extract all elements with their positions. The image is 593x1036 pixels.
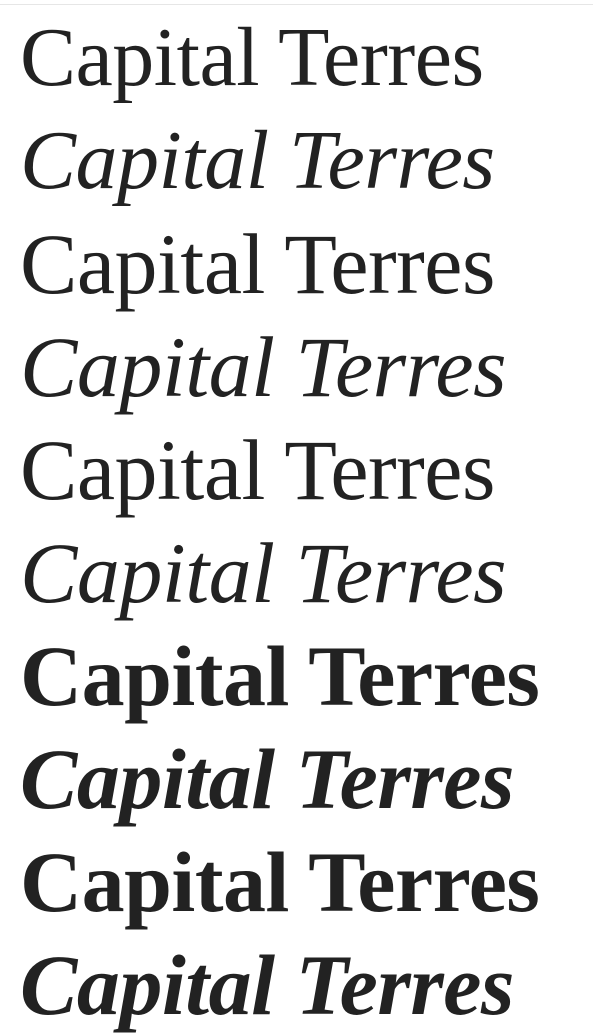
specimen-line-regular: Capital Terres bbox=[20, 215, 495, 312]
specimen-line-italic: Capital Terres bbox=[20, 318, 507, 415]
specimen-line-semibold-italic: Capital Terres bbox=[20, 730, 514, 827]
specimen-line-medium: Capital Terres bbox=[20, 421, 495, 518]
specimen-line-semibold: Capital Terres bbox=[20, 627, 540, 724]
specimen-line-light-italic: Capital Terres bbox=[20, 113, 495, 207]
specimen-line-medium-italic: Capital Terres bbox=[20, 524, 507, 621]
specimen-line-bold: Capital Terres bbox=[20, 833, 540, 930]
top-divider bbox=[0, 0, 593, 5]
specimen-line-light: Capital Terres bbox=[20, 10, 484, 104]
specimen-line-bold-italic: Capital Terres bbox=[20, 936, 514, 1033]
font-specimen: Capital Terres Capital Terres Capital Te… bbox=[20, 6, 590, 1036]
